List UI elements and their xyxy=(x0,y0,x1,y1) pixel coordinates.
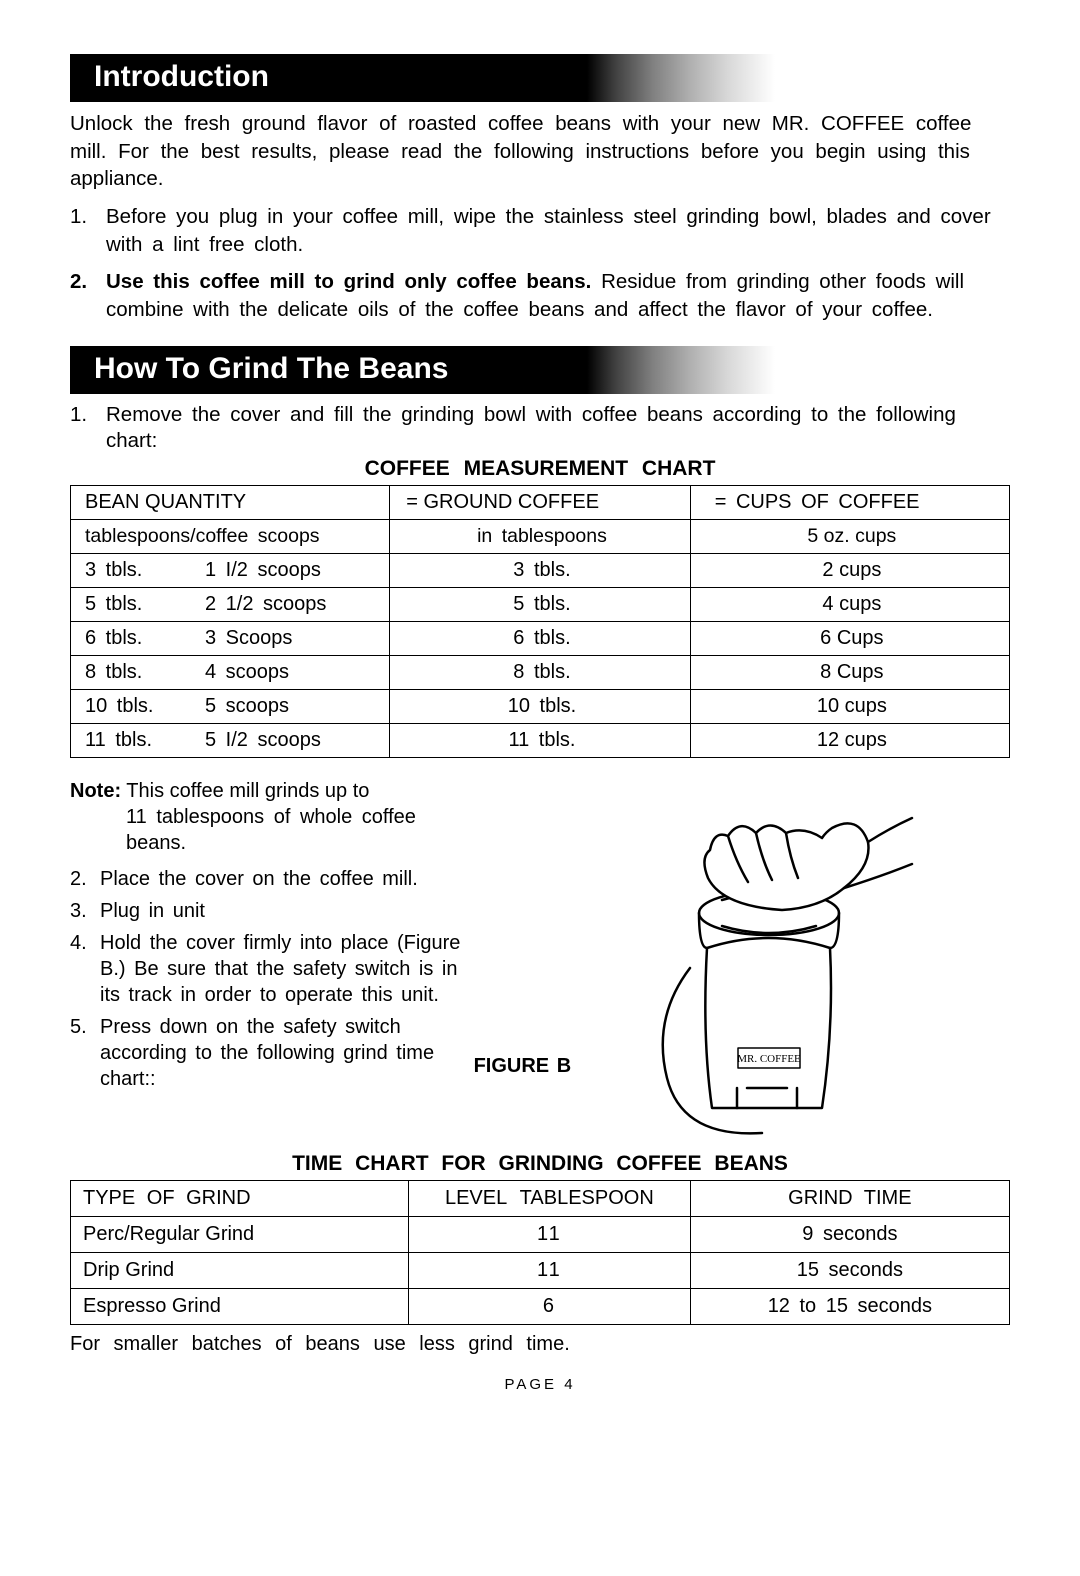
list-number: 2. xyxy=(70,866,100,892)
col-header: BEAN QUANTITY xyxy=(71,485,390,519)
coffee-mill-illustration: MR. COFFEE xyxy=(572,778,932,1138)
table-row: 11 tbls.5 I/2 scoops 11 tbls. 12 cups xyxy=(71,723,1010,757)
col-header: GRIND TIME xyxy=(690,1180,1009,1216)
cell: 8 tbls. xyxy=(390,655,690,689)
cell: 10 tbls.5 scoops xyxy=(71,689,390,723)
cell: 5 tbls. xyxy=(390,587,690,621)
cell: 11 tbls. xyxy=(390,723,690,757)
intro-item-1: 1. Before you plug in your coffee mill, … xyxy=(70,203,1010,258)
cell: 11 tbls.5 I/2 scoops xyxy=(71,723,390,757)
table-header-row: BEAN QUANTITY = GROUND COFFEE = CUPS OF … xyxy=(71,485,1010,519)
time-chart-table: TYPE OF GRIND LEVEL TABLESPOON GRIND TIM… xyxy=(70,1180,1010,1325)
list-number: 3. xyxy=(70,898,100,924)
list-number: 1. xyxy=(70,402,106,455)
time-chart-title: TIME CHART FOR GRINDING COFFEE BEANS xyxy=(70,1152,1010,1176)
table-row: 3 tbls.1 I/2 scoops 3 tbls. 2 cups xyxy=(71,553,1010,587)
cell: 2 cups xyxy=(690,553,1009,587)
cell: 11 xyxy=(409,1216,691,1252)
step-4: 4. Hold the cover firmly into place (Fig… xyxy=(70,930,484,1008)
measurement-chart-title: COFFEE MEASUREMENT CHART xyxy=(70,457,1010,481)
how-item-1: 1. Remove the cover and fill the grindin… xyxy=(70,402,1010,455)
cell: 5 tbls.2 1/2 scoops xyxy=(71,587,390,621)
table-row: Perc/Regular Grind 11 9 seconds xyxy=(71,1216,1010,1252)
intro-paragraph: Unlock the fresh ground flavor of roaste… xyxy=(70,110,1010,193)
steps-list: 2. Place the cover on the coffee mill. 3… xyxy=(70,866,484,1092)
cell: 12 to 15 seconds xyxy=(690,1288,1009,1324)
cell: 11 xyxy=(409,1252,691,1288)
table-subheader-row: tablespoons/coffee scoops in tablespoons… xyxy=(71,519,1010,553)
how-to-grind-banner: How To Grind The Beans xyxy=(70,346,1010,394)
note-label: Note: xyxy=(70,780,121,802)
col-header: TYPE OF GRIND xyxy=(71,1180,409,1216)
table-row: Espresso Grind 6 12 to 15 seconds xyxy=(71,1288,1010,1324)
intro-list: 1. Before you plug in your coffee mill, … xyxy=(70,203,1010,324)
col-subheader: tablespoons/coffee scoops xyxy=(71,519,390,553)
list-text: Press down on the safety switch accordin… xyxy=(100,1014,484,1092)
col-subheader: in tablespoons xyxy=(390,519,690,553)
col-subheader: 5 oz. cups xyxy=(690,519,1009,553)
bold-lead: Use this coffee mill to grind only coffe… xyxy=(106,270,591,293)
cell: 6 tbls.3 Scoops xyxy=(71,621,390,655)
cell: 12 cups xyxy=(690,723,1009,757)
step-5: 5. Press down on the safety switch accor… xyxy=(70,1014,484,1092)
page-number: PAGE 4 xyxy=(70,1376,1010,1393)
cell: 6 Cups xyxy=(690,621,1009,655)
list-text: Hold the cover firmly into place (Figure… xyxy=(100,930,484,1008)
cell: 9 seconds xyxy=(690,1216,1009,1252)
step-3: 3. Plug in unit xyxy=(70,898,484,924)
cell: 4 cups xyxy=(690,587,1009,621)
cell: Drip Grind xyxy=(71,1252,409,1288)
col-header: LEVEL TABLESPOON xyxy=(409,1180,691,1216)
note-block: Note: This coffee mill grinds up to 11 t… xyxy=(70,778,484,856)
introduction-banner: Introduction xyxy=(70,54,1010,102)
cell: 6 tbls. xyxy=(390,621,690,655)
mill-brand-label: MR. COFFEE xyxy=(737,1053,801,1065)
cell: 3 tbls. xyxy=(390,553,690,587)
table-row: 10 tbls.5 scoops 10 tbls. 10 cups xyxy=(71,689,1010,723)
cell: 8 Cups xyxy=(690,655,1009,689)
cell: 10 cups xyxy=(690,689,1009,723)
table-header-row: TYPE OF GRIND LEVEL TABLESPOON GRIND TIM… xyxy=(71,1180,1010,1216)
cell: Espresso Grind xyxy=(71,1288,409,1324)
list-number: 1. xyxy=(70,203,106,258)
cell: 15 seconds xyxy=(690,1252,1009,1288)
list-text: Remove the cover and fill the grinding b… xyxy=(106,402,1010,455)
cell: 3 tbls.1 I/2 scoops xyxy=(71,553,390,587)
list-text: Place the cover on the coffee mill. xyxy=(100,866,484,892)
cell: Perc/Regular Grind xyxy=(71,1216,409,1252)
list-number: 5. xyxy=(70,1014,100,1092)
footer-note: For smaller batches of beans use less gr… xyxy=(70,1333,1010,1356)
cell: 10 tbls. xyxy=(390,689,690,723)
table-row: 5 tbls.2 1/2 scoops 5 tbls. 4 cups xyxy=(71,587,1010,621)
how-list: 1. Remove the cover and fill the grindin… xyxy=(70,402,1010,455)
list-text: Before you plug in your coffee mill, wip… xyxy=(106,203,1010,258)
cell: 8 tbls.4 scoops xyxy=(71,655,390,689)
col-header: = GROUND COFFEE xyxy=(390,485,690,519)
intro-item-2: 2. Use this coffee mill to grind only co… xyxy=(70,268,1010,323)
table-row: Drip Grind 11 15 seconds xyxy=(71,1252,1010,1288)
table-row: 8 tbls.4 scoops 8 tbls. 8 Cups xyxy=(71,655,1010,689)
list-number: 4. xyxy=(70,930,100,1008)
figure-b-label: FIGURE B xyxy=(474,1055,572,1078)
table-row: 6 tbls.3 Scoops 6 tbls. 6 Cups xyxy=(71,621,1010,655)
note-line2: 11 tablespoons of whole coffee beans. xyxy=(70,804,484,856)
list-number: 2. xyxy=(70,268,106,323)
list-text: Plug in unit xyxy=(100,898,484,924)
col-header: = CUPS OF COFFEE xyxy=(690,485,1009,519)
step-2: 2. Place the cover on the coffee mill. xyxy=(70,866,484,892)
measurement-chart-table: BEAN QUANTITY = GROUND COFFEE = CUPS OF … xyxy=(70,485,1010,758)
note-line1: This coffee mill grinds up to xyxy=(121,780,369,802)
list-text: Use this coffee mill to grind only coffe… xyxy=(106,268,1010,323)
cell: 6 xyxy=(409,1288,691,1324)
